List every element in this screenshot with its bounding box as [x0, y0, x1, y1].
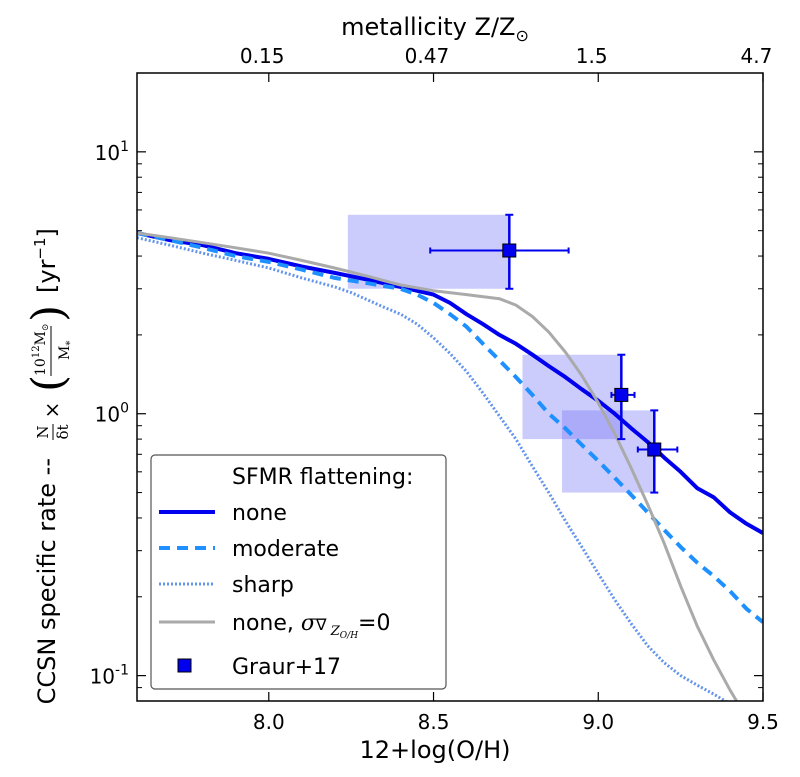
top-tick-label: 1.5: [576, 44, 608, 68]
legend-label-none: none: [232, 501, 287, 526]
obs-marker-1: [614, 387, 629, 402]
top-tick-label: 0.15: [240, 44, 285, 68]
obs-box-0: [347, 214, 510, 289]
series-line-1: [137, 231, 763, 624]
legend-title: SFMR flattening:: [232, 465, 413, 490]
paren-left: (: [23, 375, 74, 392]
plot-frame: [136, 72, 764, 702]
times-symbol: ×: [40, 402, 64, 419]
legend-label-moderate: moderate: [232, 537, 339, 562]
legend: SFMR flattening: none moderate sharp non…: [150, 454, 447, 690]
legend-swatch-graur: [177, 658, 192, 673]
y-frac-dt: δt: [54, 424, 72, 439]
y-tick-label: 10-1: [90, 663, 129, 689]
legend-label-sharp: sharp: [232, 573, 294, 598]
series-line-0: [137, 231, 763, 535]
series-line-2: [137, 236, 729, 701]
x-tick-label: 9.0: [582, 710, 614, 734]
observation-boxes: [347, 214, 655, 493]
y-tick-label: 100: [95, 401, 129, 427]
model-lines: [137, 231, 763, 701]
paren-right: ): [23, 305, 74, 322]
y-frac-n: N: [34, 425, 52, 438]
top-tick-label: 0.47: [405, 44, 450, 68]
series-line-3: [137, 231, 738, 701]
y-axis-title-text: CCSN specific rate --: [33, 458, 61, 704]
x-axis-title: 12+log(O/H): [360, 736, 511, 764]
top-axis-title: metallicity Z/Z⊙: [341, 13, 529, 45]
legend-box: [150, 454, 447, 690]
obs-marker-2: [647, 442, 662, 457]
y-tick-label: 101: [95, 139, 129, 165]
top-tick-label: 4.7: [741, 44, 773, 68]
observations: [429, 213, 679, 494]
y-frac-den: M*: [57, 341, 76, 360]
axis-ticks: 8.0 8.5 9.0 9.5 0.15 0.47 1.5 4.7 10-1 100 101: [90, 44, 779, 734]
legend-label-graur: Graur+17: [232, 655, 341, 680]
x-tick-label: 8.0: [253, 710, 285, 734]
y-frac-num: 1012M⊙: [31, 324, 51, 376]
obs-marker-0: [502, 243, 517, 258]
legend-label-gray: none, σ∇ ZO/H=0: [232, 611, 390, 641]
x-tick-label: 8.5: [418, 710, 450, 734]
y-axis-title: CCSN specific rate -- N δt × ( 1012M⊙ M*…: [23, 228, 76, 704]
obs-box-1: [522, 354, 622, 440]
x-tick-label: 9.5: [747, 710, 779, 734]
y-unit: [yr−1]: [31, 228, 61, 293]
